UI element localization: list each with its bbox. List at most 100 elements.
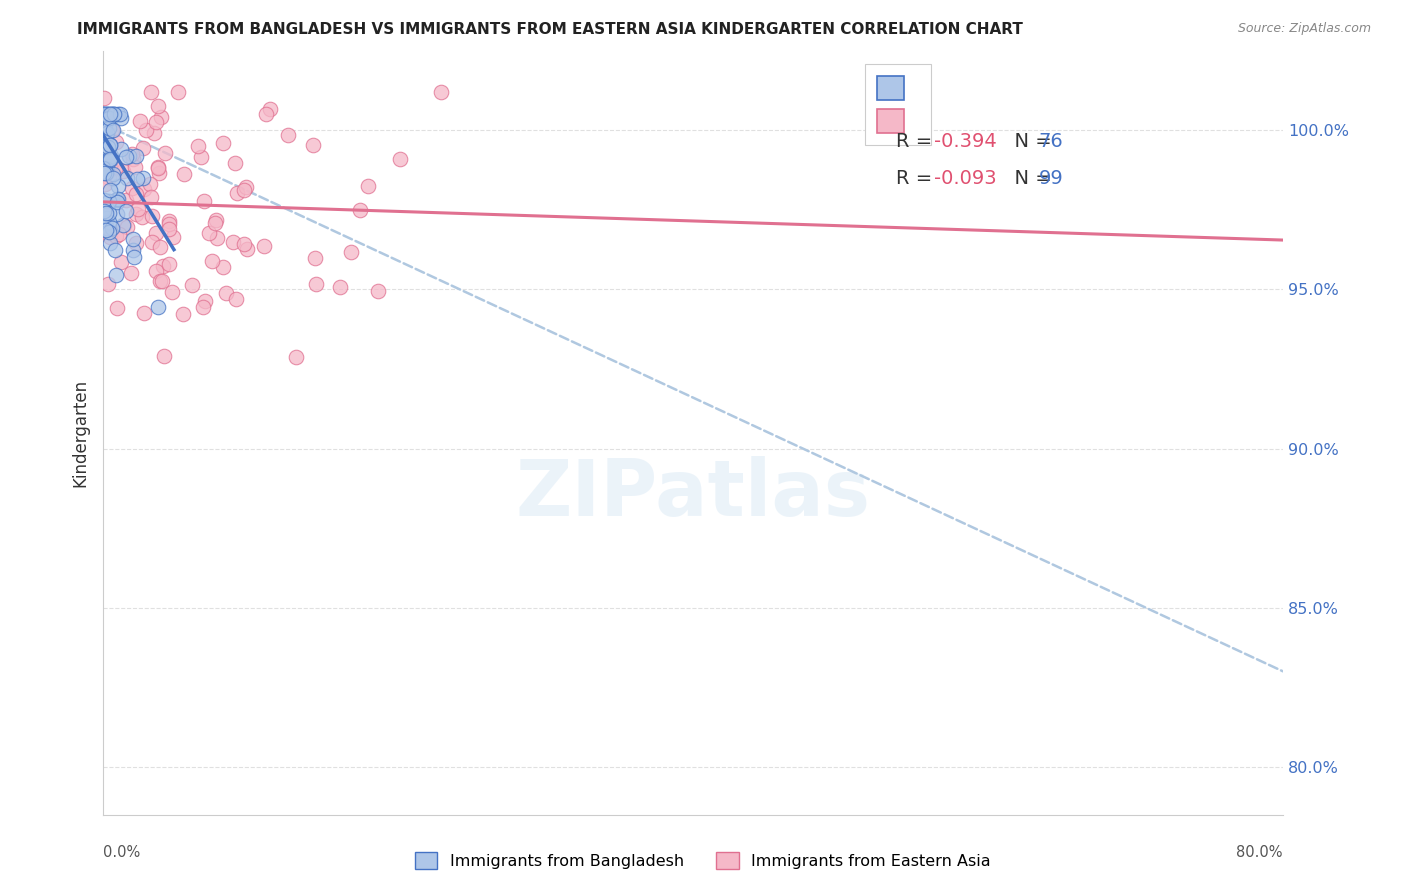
Point: [93, 91, 115, 105]
Point: [167, 85, 190, 99]
Point: [201, 254, 224, 268]
Point: [127, 202, 149, 216]
Point: [93, 118, 115, 132]
Point: [125, 187, 148, 202]
Point: [101, 171, 124, 186]
Point: [115, 219, 138, 234]
Point: [93, 164, 115, 178]
Point: [93, 135, 115, 149]
Point: [103, 107, 125, 121]
Point: [93, 107, 115, 121]
Point: [98, 230, 121, 244]
Point: [143, 126, 166, 140]
Point: [205, 231, 228, 245]
Point: [141, 235, 163, 250]
Point: [157, 214, 180, 228]
Point: [197, 226, 219, 240]
Point: [225, 293, 247, 307]
Point: [93, 140, 115, 154]
Point: [115, 171, 138, 186]
Point: [122, 250, 145, 264]
Point: [115, 194, 138, 208]
Text: 76: 76: [1038, 132, 1063, 152]
Point: [96, 126, 118, 140]
Point: [94, 121, 117, 136]
Point: [104, 229, 127, 244]
Point: [157, 257, 180, 271]
Point: [93, 163, 115, 178]
Point: [98, 170, 121, 185]
Point: [110, 111, 132, 125]
Point: [212, 136, 235, 151]
Point: [135, 122, 157, 136]
Text: R =: R =: [896, 169, 939, 188]
Point: [149, 111, 172, 125]
Point: [226, 186, 249, 201]
Point: [139, 85, 162, 99]
Point: [134, 182, 156, 196]
Point: [96, 107, 118, 121]
Point: [93, 107, 115, 121]
Point: [173, 167, 195, 181]
Point: [96, 107, 118, 121]
Point: [96, 165, 118, 179]
Point: [124, 161, 146, 175]
Point: [97, 140, 120, 154]
Point: [204, 213, 226, 227]
Point: [157, 222, 180, 236]
Point: [105, 207, 128, 221]
Point: [98, 159, 121, 173]
Text: -0.093: -0.093: [934, 169, 997, 188]
Point: [98, 235, 121, 250]
Point: [100, 123, 122, 137]
Point: [97, 121, 120, 136]
Point: [367, 284, 389, 298]
Point: [105, 192, 128, 206]
Point: [105, 301, 128, 316]
Point: [125, 207, 148, 221]
Point: [96, 221, 118, 235]
Point: [96, 211, 118, 225]
Point: [100, 107, 122, 121]
Point: [110, 255, 132, 269]
Point: [100, 137, 122, 152]
Point: [100, 107, 122, 121]
Point: [131, 210, 153, 224]
Point: [131, 171, 153, 186]
Point: [215, 285, 238, 300]
Point: [121, 180, 143, 194]
Point: [94, 107, 117, 121]
Point: [146, 99, 169, 113]
Point: [162, 230, 184, 244]
Legend: , : ,: [865, 64, 931, 145]
Point: [149, 274, 172, 288]
Point: [112, 218, 135, 232]
Point: [97, 112, 120, 126]
Point: [125, 236, 148, 251]
Point: [172, 307, 194, 321]
Point: [277, 128, 299, 143]
Point: [93, 165, 115, 179]
Point: [152, 259, 174, 273]
Point: [97, 107, 120, 121]
Text: 0.0%: 0.0%: [103, 845, 141, 860]
Point: [301, 138, 323, 153]
Point: [190, 150, 212, 164]
Point: [107, 178, 129, 193]
Text: IMMIGRANTS FROM BANGLADESH VS IMMIGRANTS FROM EASTERN ASIA KINDERGARTEN CORRELAT: IMMIGRANTS FROM BANGLADESH VS IMMIGRANTS…: [77, 22, 1024, 37]
Point: [98, 225, 121, 239]
Point: [139, 178, 162, 192]
Point: [97, 205, 120, 219]
Point: [304, 252, 326, 266]
Point: [93, 164, 115, 178]
Point: [430, 85, 453, 99]
Point: [285, 350, 308, 364]
Point: [108, 107, 131, 121]
Point: [305, 277, 328, 291]
Point: [132, 141, 155, 155]
Point: [253, 239, 276, 253]
Point: [254, 106, 277, 120]
Point: [96, 206, 118, 220]
Point: [141, 209, 163, 223]
Point: [191, 300, 214, 314]
